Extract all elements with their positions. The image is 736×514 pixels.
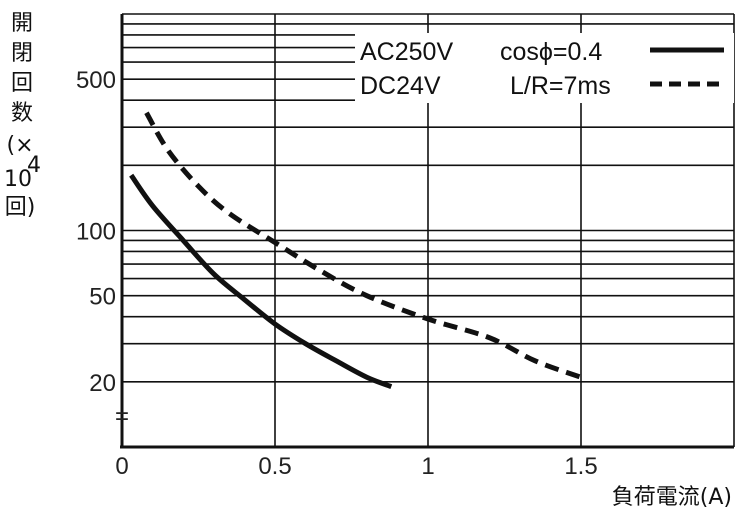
x-tick-label-0.5: 0.5 [258, 453, 291, 480]
y-tick-label-100: 100 [76, 219, 116, 246]
legend-series-2-name: DC24V [360, 72, 441, 100]
y-tick-label-20: 20 [89, 370, 116, 397]
y-title-char-8: 回) [5, 195, 36, 220]
x-axis-title: 負荷電流(A) [612, 485, 732, 510]
y-tick-label-50: 50 [89, 284, 116, 311]
y-title-char-6: 10 [4, 167, 32, 192]
legend-series-1-name: AC250V [360, 38, 453, 66]
y-title-char-1: 開 [11, 11, 33, 36]
x-tick-label-1: 1 [421, 453, 434, 480]
y-axis-break-symbol: = [115, 403, 129, 430]
x-tick-label-0: 0 [115, 453, 128, 480]
y-title-char-3: 回 [11, 71, 33, 96]
y-title-char-5: (× [6, 133, 33, 158]
y-title-char-4: 数 [11, 101, 33, 126]
series-1-line [129, 173, 393, 389]
series-layer [129, 111, 582, 389]
y-tick-label-500: 500 [76, 67, 116, 94]
y-axis-title: 開 閉 回 数 (× 10 4 回) [4, 11, 41, 220]
y-title-char-7: 4 [27, 153, 41, 178]
y-title-char-2: 閉 [11, 41, 33, 66]
y-tick-labels: 500 100 50 20 [76, 67, 116, 397]
series-2-line [144, 111, 582, 380]
legend-series-1-condition: cosϕ=0.4 [500, 38, 602, 66]
x-tick-label-1.5: 1.5 [564, 453, 597, 480]
legend-series-2-condition: L/R=7ms [510, 72, 611, 100]
legend: AC250V cosϕ=0.4 DC24V L/R=7ms [360, 38, 724, 100]
x-tick-labels: 0 0.5 1 1.5 [115, 453, 597, 480]
legend-background [355, 33, 734, 103]
